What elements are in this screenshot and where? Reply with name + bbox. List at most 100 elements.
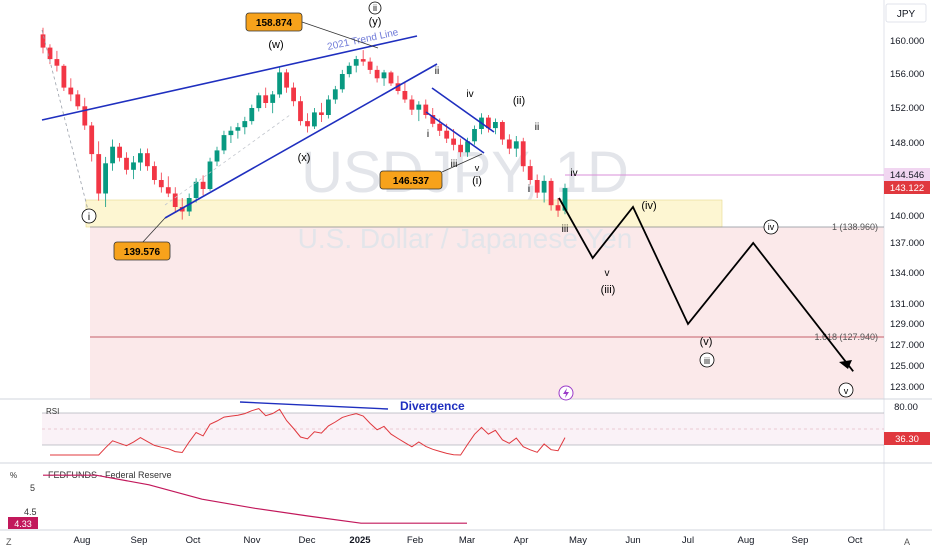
wave-label-iv-circle: iv	[768, 222, 775, 232]
candle	[374, 65, 380, 83]
rsi-label: RSI	[46, 407, 59, 416]
divergence-line	[239, 401, 389, 410]
callout-high	[245, 12, 303, 32]
dashed-connector-2	[164, 114, 291, 206]
candle	[493, 118, 498, 135]
candle	[472, 125, 477, 145]
time-tick-label: Mar	[459, 535, 475, 546]
projection-path	[558, 197, 854, 372]
candle	[388, 70, 394, 86]
time-tick-label: Dec	[299, 535, 316, 546]
price-tick-label: 123.000	[890, 382, 924, 393]
time-tick-label: Jun	[625, 535, 640, 546]
price-tick-label: 125.000	[890, 361, 924, 372]
wave-circle-iii	[699, 352, 715, 368]
candle	[54, 50, 60, 72]
wave-label-iv-paren: (iv)	[641, 200, 656, 212]
price-tick-label: 134.000	[890, 268, 924, 279]
wave-label-iii-sub: iii	[562, 224, 569, 235]
time-tick-label: Feb	[407, 535, 423, 546]
candle	[319, 102, 324, 122]
fed-unit-label: %	[10, 471, 17, 480]
time-tick-label: May	[569, 535, 587, 546]
time-tick-label: Jul	[682, 535, 694, 546]
candle	[534, 174, 540, 198]
candle	[221, 130, 227, 155]
candle	[395, 75, 401, 95]
price-tick-label: 127.000	[890, 340, 924, 351]
time-tick-label: Oct	[848, 535, 863, 546]
candle	[117, 143, 122, 162]
wave-circle-ii	[368, 1, 382, 15]
wave-label-ii-paren: (ii)	[513, 95, 525, 107]
callout-connector-mar	[441, 153, 483, 173]
wave-label-i-small: i	[427, 129, 429, 140]
price-tick-label: 131.000	[890, 299, 924, 310]
dashed-connector-1	[41, 29, 89, 211]
candle	[332, 85, 338, 104]
candle	[555, 198, 561, 217]
candle	[242, 116, 248, 135]
price-tick-label: 148.000	[890, 138, 924, 149]
candle	[214, 146, 220, 167]
candle	[200, 175, 206, 196]
candle	[423, 99, 429, 119]
wave-label-iv-small: iv	[466, 89, 473, 100]
last-price-text: 143.122	[890, 183, 924, 194]
candle	[409, 95, 415, 115]
time-tick-label: Aug	[738, 535, 755, 546]
candle	[40, 27, 46, 54]
candle	[263, 87, 269, 108]
wave-label-i-paren: (i)	[472, 175, 482, 187]
rsi-value-text: 36.30	[895, 434, 919, 445]
fib-label-1: 1 (138.960)	[832, 222, 878, 232]
wave-label-i-circle: i	[88, 212, 90, 223]
wave-label-v-small: v	[475, 163, 480, 173]
candle	[500, 120, 505, 145]
wave-label-i-sub: i	[528, 184, 530, 195]
candle	[75, 90, 81, 110]
candle	[235, 122, 241, 139]
candle	[513, 136, 519, 157]
auto-scale-icon[interactable]: A	[904, 537, 910, 547]
candle	[61, 64, 67, 91]
candle	[207, 157, 213, 191]
fed-value-text: 4.33	[14, 519, 32, 529]
wave-label-iv-sub: iv	[570, 168, 577, 179]
callout-low-mar	[379, 170, 443, 190]
fed-tick-5: 5	[30, 483, 35, 493]
fed-label: FEDFUNDS · Federal Reserve	[48, 470, 172, 480]
time-tick-label: Aug	[74, 535, 91, 546]
wave-label-iii-small: iii	[451, 159, 458, 170]
wave-circle-i	[81, 208, 97, 224]
rsi-value-tag	[884, 432, 930, 445]
candle	[165, 176, 171, 198]
candle	[506, 134, 512, 155]
wave-label-x: (x)	[298, 152, 311, 164]
candle	[312, 108, 317, 129]
fed-line	[43, 474, 467, 524]
zoom-icon[interactable]: Z	[6, 537, 12, 547]
candle	[416, 101, 422, 122]
candle	[228, 126, 234, 143]
wave-label-ii-circle: ii	[373, 3, 377, 13]
falling-channel-lower	[425, 111, 485, 154]
candle	[68, 78, 74, 102]
currency-box[interactable]	[885, 3, 927, 23]
time-tick-label: Sep	[792, 535, 809, 546]
callout-low-aug-text: 139.576	[124, 247, 161, 258]
fed-value-tag	[8, 517, 38, 529]
candle	[291, 82, 296, 107]
candle	[541, 175, 547, 203]
price-tick-label: 152.000	[890, 103, 924, 114]
wave-labels: ii (y) (w) (x) i ii i iii iv v (i) (ii) …	[81, 1, 854, 398]
candle	[402, 82, 408, 103]
candle	[346, 62, 352, 78]
wave-label-v-circle: v	[844, 386, 849, 396]
wave-label-iii-paren: (iii)	[601, 284, 616, 296]
candle	[96, 141, 102, 201]
trend-line-lower	[164, 63, 438, 219]
currency-label: JPY	[897, 9, 916, 20]
wave-circle-iv	[763, 219, 779, 235]
candle	[138, 148, 143, 171]
